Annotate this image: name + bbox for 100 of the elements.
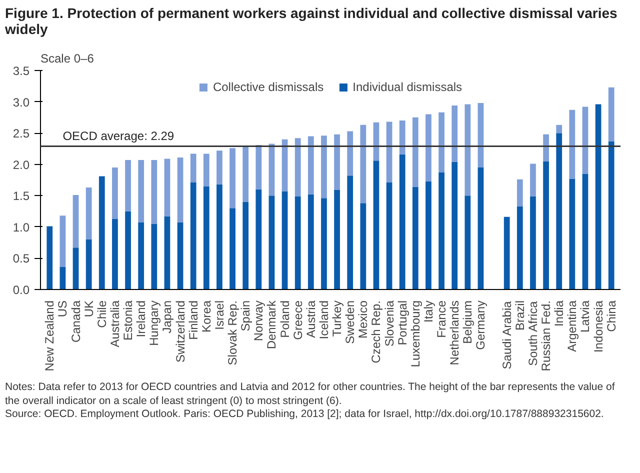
x-tick-label: Canada [68, 300, 83, 343]
bar [294, 138, 301, 196]
x-tick-label: Chile [94, 300, 109, 328]
bar [595, 104, 602, 290]
bar [321, 198, 327, 290]
source-note: Source: OECD. Employment Outlook. Paris: OECD Publishing, 2013 [2]; data for Israel, http://dx.doi.org/10.1787/888932315602. [5, 408, 604, 420]
x-tick-label: Italy [421, 300, 436, 323]
x-tick-label: Finland [186, 300, 200, 340]
bar [556, 125, 562, 134]
bar [438, 172, 444, 290]
bar [412, 118, 418, 188]
legend-label: Individual dismissals [352, 80, 462, 94]
x-tick-label: Czech Rep. [369, 300, 384, 364]
bar [543, 161, 549, 290]
bar [478, 103, 484, 168]
x-tick-label: Greece [290, 300, 305, 340]
bar [334, 134, 340, 190]
x-tick-label: Iceland [316, 300, 331, 340]
x-tick-label: Slovenia [382, 300, 396, 347]
bar [125, 211, 131, 290]
x-tick-label: Sweden [343, 300, 358, 344]
y-tick-label: 1.5 [12, 189, 30, 204]
x-tick-label: Latvia [578, 300, 592, 333]
bar [164, 216, 170, 290]
bar [203, 186, 210, 290]
y-tick-label: 2.5 [12, 126, 30, 141]
bar [504, 217, 510, 290]
bar [426, 181, 432, 290]
bar [138, 222, 144, 290]
x-tick-label: Luxembourg [408, 300, 422, 368]
bar [242, 202, 249, 290]
x-tick-label: China [604, 300, 618, 332]
bar [268, 144, 275, 196]
x-tick-label: Slovak Rep. [226, 300, 240, 366]
y-tick-label: 2.0 [12, 158, 30, 172]
x-tick-label: Indonesia [591, 300, 606, 353]
bar [530, 196, 536, 290]
bar [347, 131, 354, 176]
bar [373, 122, 380, 161]
x-tick-label: Denmark [264, 300, 279, 350]
bar [347, 176, 354, 290]
bar [46, 226, 53, 290]
bar [399, 154, 406, 290]
x-tick-label: New Zealand [42, 300, 57, 372]
bar [608, 141, 614, 290]
bar [478, 168, 484, 290]
bar [216, 184, 222, 290]
bar [112, 168, 118, 219]
x-tick-label: Austria [304, 300, 318, 338]
bar [242, 146, 249, 202]
y-tick-label: 0.0 [12, 283, 30, 298]
bar [72, 195, 79, 248]
bar [294, 196, 301, 290]
bar [203, 154, 210, 186]
bar [556, 133, 562, 290]
bar [569, 110, 576, 179]
x-tick-label: Brazil [512, 300, 527, 331]
bar [308, 136, 314, 195]
x-tick-label: Turkey [330, 300, 344, 337]
bar [582, 106, 588, 174]
x-tick-label: Japan [160, 300, 174, 334]
bar [86, 240, 92, 290]
bar [452, 162, 458, 290]
bar [360, 125, 366, 204]
bar [516, 180, 523, 206]
x-tick-label: UK [82, 300, 96, 318]
x-tick-label: South Africa [526, 301, 540, 366]
y-tick-label: 3.0 [12, 95, 30, 110]
bar [386, 182, 392, 290]
bar [230, 208, 236, 290]
bar [190, 154, 196, 183]
y-tick-label: 3.5 [12, 64, 30, 78]
x-tick-label: Russian Fed. [539, 300, 554, 372]
bar [177, 222, 184, 290]
x-tick-label: Argentina [565, 300, 580, 352]
bar [334, 190, 340, 290]
x-tick-label: Poland [278, 300, 292, 338]
x-tick-label: Ireland [134, 300, 148, 338]
bar [321, 136, 327, 198]
bar [112, 218, 118, 290]
bar [125, 160, 131, 212]
bar [569, 178, 576, 290]
x-tick-label: US [56, 300, 70, 318]
x-tick-label: Korea [199, 300, 214, 333]
x-tick-label: Estonia [121, 300, 136, 341]
bar [86, 188, 92, 240]
bar [256, 190, 262, 290]
bar [582, 174, 588, 290]
bar [98, 176, 105, 290]
bar [464, 104, 471, 196]
bar [256, 145, 262, 190]
x-tick-label: Australia [108, 300, 122, 348]
bar [308, 194, 314, 290]
bar [360, 203, 366, 290]
bar [190, 182, 196, 290]
x-tick-label: Germany [474, 300, 488, 350]
bar [216, 150, 222, 185]
bar [164, 158, 170, 216]
bar [516, 206, 523, 290]
bar [282, 140, 288, 192]
